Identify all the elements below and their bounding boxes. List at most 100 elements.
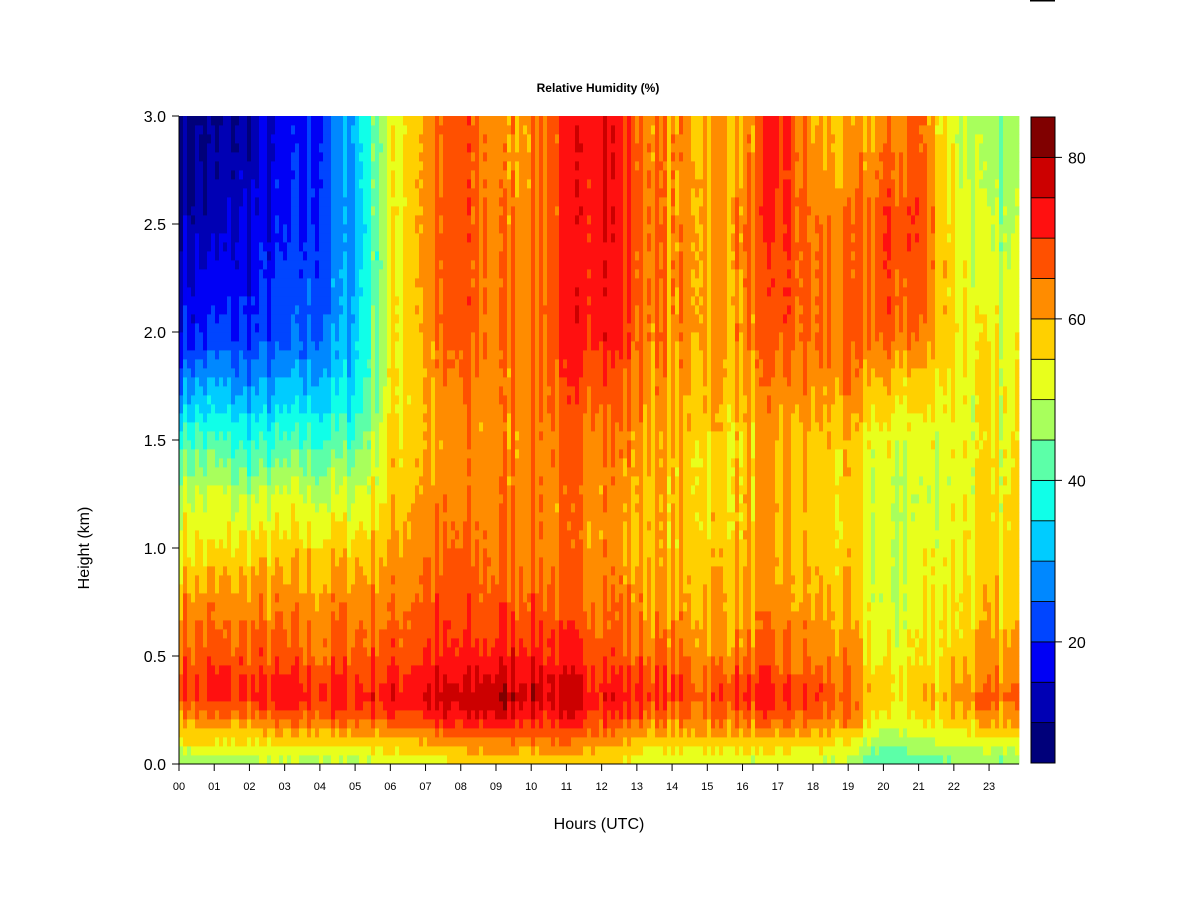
heatmap-cell	[291, 665, 296, 675]
heatmap-cell	[255, 719, 260, 729]
heatmap-cell	[247, 566, 252, 576]
heatmap-cell	[391, 296, 396, 306]
heatmap-cell	[215, 413, 220, 423]
heatmap-cell	[311, 422, 316, 432]
heatmap-cell	[263, 485, 268, 495]
heatmap-cell	[355, 161, 360, 171]
heatmap-cell	[303, 458, 308, 468]
heatmap-cell	[195, 557, 200, 567]
heatmap-cell	[203, 674, 208, 684]
heatmap-cell	[207, 323, 212, 333]
heatmap-cell	[211, 737, 216, 747]
heatmap-cell	[327, 377, 332, 387]
heatmap-cell	[439, 440, 444, 450]
heatmap-cell	[251, 170, 256, 180]
heatmap-cell	[367, 467, 372, 477]
heatmap-cell	[399, 395, 404, 405]
heatmap-cell	[323, 323, 328, 333]
heatmap-cell	[291, 242, 296, 252]
heatmap-cell	[287, 503, 292, 513]
heatmap-cell	[351, 566, 356, 576]
heatmap-cell	[379, 377, 384, 387]
heatmap-cell	[239, 431, 244, 441]
heatmap-cell	[435, 224, 440, 234]
heatmap-cell	[255, 170, 260, 180]
heatmap-cell	[211, 287, 216, 297]
heatmap-cell	[191, 251, 196, 261]
heatmap-cell	[223, 278, 228, 288]
heatmap-cell	[347, 467, 352, 477]
heatmap-cell	[203, 377, 208, 387]
heatmap-cell	[235, 323, 240, 333]
heatmap-cell	[399, 665, 404, 675]
heatmap-cell	[307, 647, 312, 657]
heatmap-cell	[251, 476, 256, 486]
heatmap-cell	[295, 323, 300, 333]
heatmap-cell	[339, 755, 344, 765]
heatmap-cell	[391, 152, 396, 162]
heatmap-cell	[339, 440, 344, 450]
heatmap-cell	[439, 449, 444, 459]
heatmap-cell	[399, 539, 404, 549]
heatmap-cell	[263, 251, 268, 261]
heatmap-cell	[243, 737, 248, 747]
heatmap-cell	[447, 746, 452, 756]
heatmap-cell	[215, 125, 220, 135]
heatmap-cell	[299, 737, 304, 747]
heatmap-cell	[427, 269, 432, 279]
heatmap-cell	[379, 188, 384, 198]
heatmap-cell	[451, 143, 456, 153]
heatmap-cell	[443, 278, 448, 288]
heatmap-cell	[263, 395, 268, 405]
heatmap-cell	[399, 701, 404, 711]
heatmap-cell	[359, 746, 364, 756]
heatmap-cell	[423, 737, 428, 747]
heatmap-cell	[355, 647, 360, 657]
heatmap-cell	[283, 296, 288, 306]
heatmap-cell	[227, 476, 232, 486]
heatmap-cell	[319, 674, 324, 684]
heatmap-cell	[383, 161, 388, 171]
heatmap-cell	[207, 476, 212, 486]
heatmap-cell	[395, 674, 400, 684]
heatmap-cell	[431, 332, 436, 342]
heatmap-cell	[371, 116, 376, 126]
heatmap-cell	[427, 575, 432, 585]
heatmap-cell	[319, 593, 324, 603]
heatmap-cell	[411, 440, 416, 450]
heatmap-cell	[351, 431, 356, 441]
heatmap-cell	[407, 332, 412, 342]
heatmap-cell	[183, 629, 188, 639]
heatmap-cell	[291, 575, 296, 585]
heatmap-cell	[395, 746, 400, 756]
heatmap-cell	[335, 395, 340, 405]
heatmap-cell	[195, 575, 200, 585]
heatmap-cell	[439, 161, 444, 171]
heatmap-cell	[451, 656, 456, 666]
heatmap-cell	[387, 287, 392, 297]
heatmap-cell	[335, 755, 340, 765]
heatmap-cell	[355, 359, 360, 369]
heatmap-cell	[251, 350, 256, 360]
heatmap-cell	[203, 260, 208, 270]
heatmap-cell	[451, 242, 456, 252]
heatmap-cell	[343, 287, 348, 297]
heatmap-cell	[251, 458, 256, 468]
heatmap-cell	[427, 386, 432, 396]
heatmap-cell	[299, 557, 304, 567]
heatmap-cell	[207, 575, 212, 585]
heatmap-cell	[447, 476, 452, 486]
heatmap-cell	[343, 692, 348, 702]
heatmap-cell	[427, 179, 432, 189]
heatmap-cell	[223, 710, 228, 720]
heatmap-cell	[331, 449, 336, 459]
heatmap-cell	[439, 620, 444, 630]
heatmap-cell	[263, 377, 268, 387]
heatmap-cell	[255, 341, 260, 351]
heatmap-cell	[303, 512, 308, 522]
heatmap-cell	[343, 494, 348, 504]
heatmap-cell	[247, 692, 252, 702]
heatmap-cell	[179, 512, 184, 522]
heatmap-cell	[303, 377, 308, 387]
heatmap-cell	[203, 116, 208, 126]
